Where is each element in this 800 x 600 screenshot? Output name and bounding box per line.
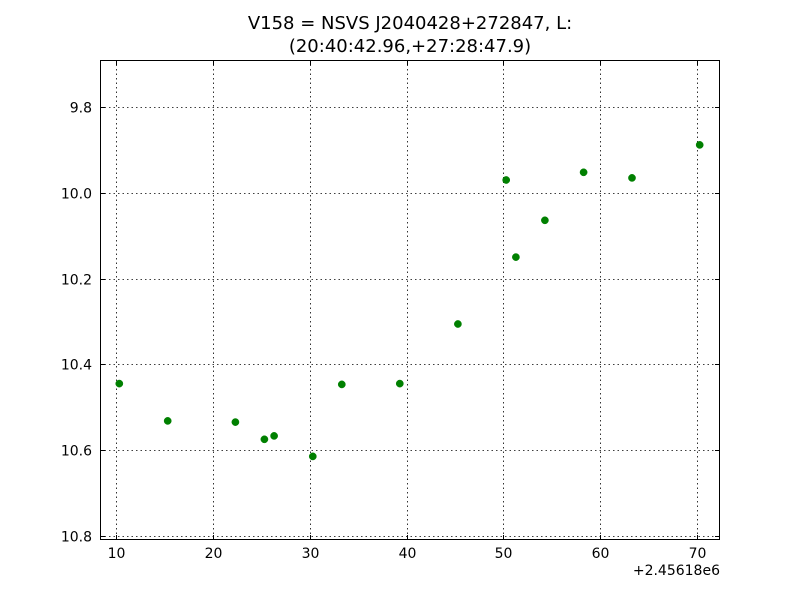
- x-tick-label: 60: [592, 546, 610, 562]
- data-point: [695, 141, 704, 149]
- y-tick-label: 10.0: [61, 187, 92, 203]
- data-point: [628, 174, 636, 182]
- x-tick-label: 70: [689, 546, 707, 562]
- x-offset-label: +2.45618e6: [633, 563, 720, 579]
- x-tick-label: 20: [205, 546, 223, 562]
- data-point: [231, 418, 240, 426]
- data-point: [395, 379, 404, 388]
- y-tick-label: 10.2: [61, 273, 92, 289]
- data-point: [308, 452, 317, 461]
- data-point: [337, 380, 346, 389]
- y-tick-label: 10.8: [61, 530, 92, 546]
- x-tick-label: 10: [108, 546, 126, 562]
- data-point: [512, 253, 520, 261]
- data-point: [115, 379, 124, 388]
- grid-lines: [100, 60, 720, 540]
- data-point: [163, 417, 172, 425]
- x-tick-label: 50: [495, 546, 513, 562]
- axis-ticks: 10 20 30 40 50 60 70 9.8 10.0 10.2 10.4 10.6 10.8: [61, 60, 720, 562]
- chart-title-line-2: (20:40:42.96,+27:28:47.9): [289, 36, 531, 57]
- data-point: [502, 176, 511, 184]
- plot-area-frame: [100, 60, 720, 540]
- y-tick-label: 9.8: [70, 101, 92, 117]
- y-tick-label: 10.4: [61, 358, 92, 374]
- x-tick-label: 40: [399, 546, 417, 562]
- x-tick-label: 30: [302, 546, 320, 562]
- chart-title-line-1: V158 = NSVS J2040428+272847, L:: [248, 13, 572, 34]
- data-point: [541, 216, 549, 225]
- y-tick-label: 10.6: [61, 444, 92, 460]
- data-point: [260, 435, 269, 444]
- data-point: [270, 432, 278, 440]
- data-point: [454, 320, 462, 328]
- data-point: [579, 168, 588, 177]
- data-points: [115, 141, 704, 461]
